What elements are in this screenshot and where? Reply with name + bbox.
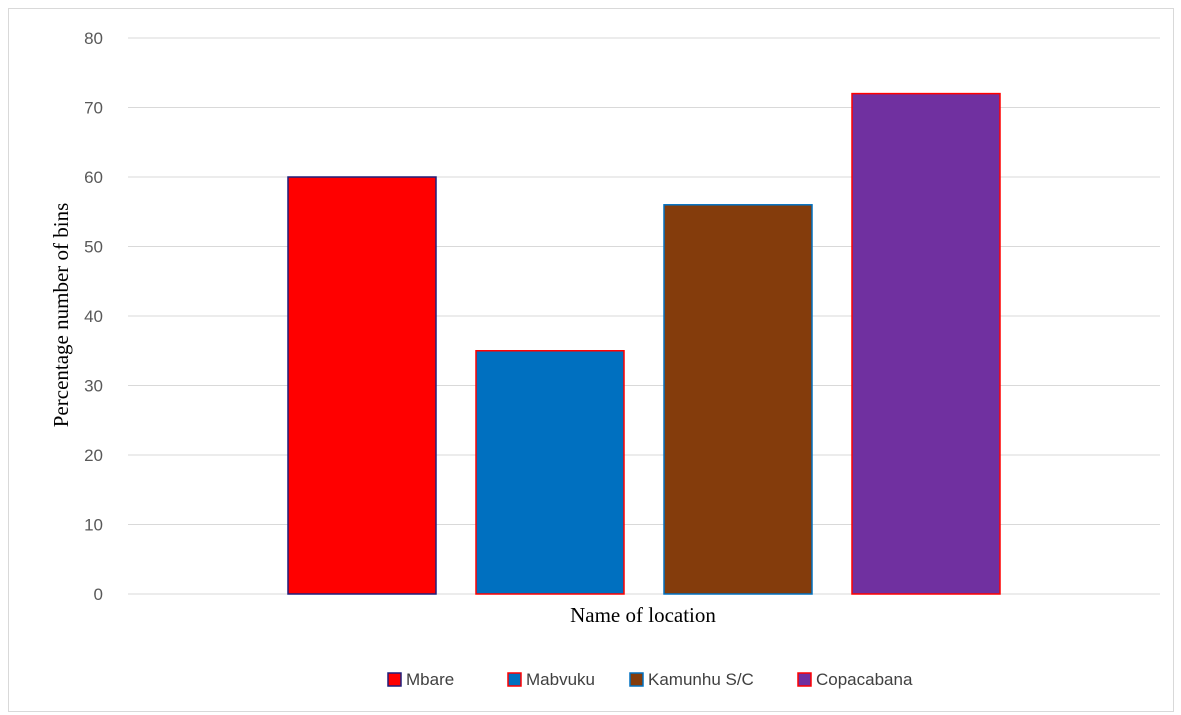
y-tick-label: 0 — [94, 585, 103, 604]
legend-swatch — [387, 672, 402, 687]
legend-label: Mabvuku — [526, 670, 595, 689]
bar-mabvuku — [475, 350, 625, 595]
y-tick-label: 70 — [84, 99, 103, 118]
bar-kamunhu-s-c — [663, 204, 813, 595]
x-axis-title: Name of location — [570, 603, 716, 627]
y-axis-title: Percentage number of bins — [49, 203, 73, 428]
legend-swatch — [507, 672, 522, 687]
bar-copacabana — [851, 92, 1001, 595]
legend: Mbare Mabvuku Kamunhu S/C Copacabana — [387, 670, 913, 689]
y-tick-label: 40 — [84, 307, 103, 326]
legend-label: Kamunhu S/C — [648, 670, 754, 689]
legend-swatch — [629, 672, 644, 687]
y-tick-label: 60 — [84, 168, 103, 187]
y-tick-label: 80 — [84, 29, 103, 48]
y-tick-label: 20 — [84, 446, 103, 465]
y-tick-label: 10 — [84, 516, 103, 535]
bar-mbare — [287, 176, 437, 595]
y-tick-label: 30 — [84, 377, 103, 396]
bars — [287, 92, 1001, 595]
legend-swatch — [797, 672, 812, 687]
y-tick-label: 50 — [84, 238, 103, 257]
y-axis-ticks: 0 10 20 30 40 50 60 70 80 — [84, 29, 103, 604]
legend-label: Copacabana — [816, 670, 913, 689]
legend-label: Mbare — [406, 670, 454, 689]
gridlines — [128, 37, 1160, 595]
